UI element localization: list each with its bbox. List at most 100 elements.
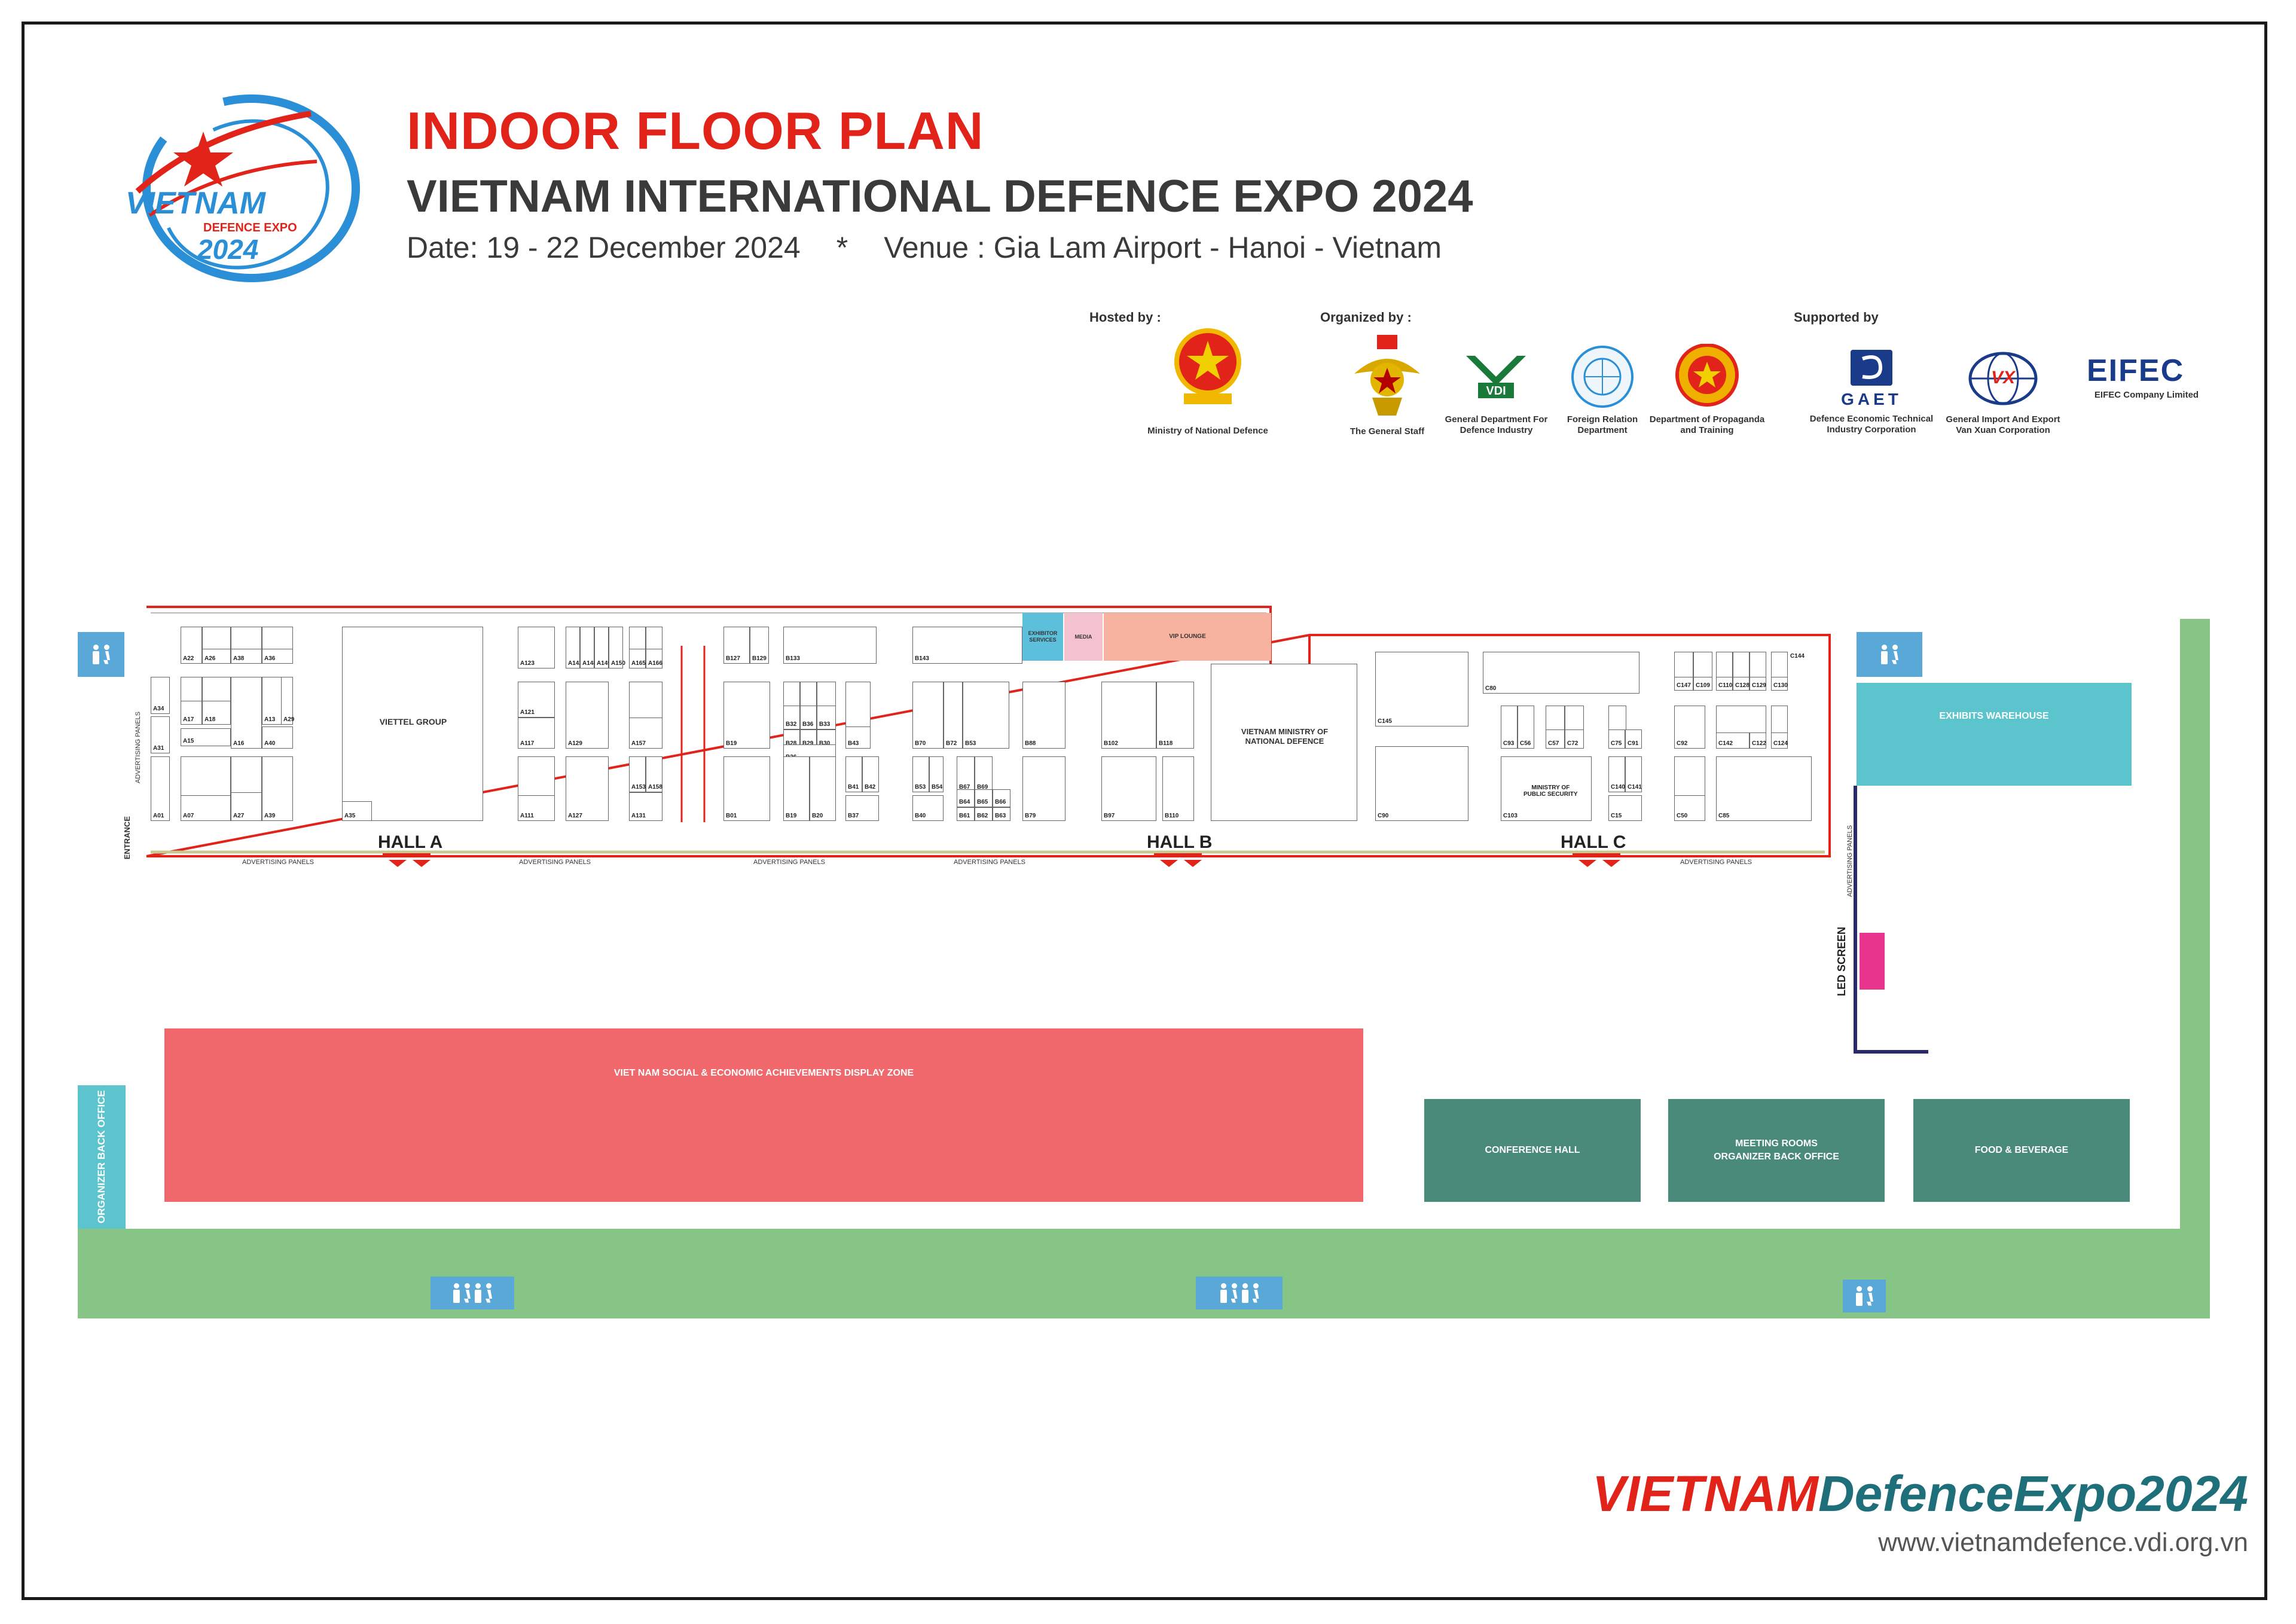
booth-label: C57 — [1548, 740, 1559, 747]
restroom-icon — [430, 1277, 514, 1309]
green-walkway-bottom — [78, 1229, 2210, 1318]
vdi-logo-icon: VDI — [1466, 356, 1526, 398]
booth-c145 — [1375, 652, 1468, 726]
male-icon — [1241, 1283, 1248, 1304]
sponsor-vanxuan: VX General Import And Export Van Xuan Co… — [1937, 350, 2069, 442]
booth-a166 — [646, 649, 662, 668]
booth-b41 — [845, 756, 862, 792]
booth-label: C145 — [1378, 718, 1392, 725]
booth-b19 — [783, 756, 810, 821]
booth-label: C50 — [1677, 813, 1688, 819]
booth-label: B20 — [812, 813, 823, 819]
conference-hall: CONFERENCE HALL — [1424, 1099, 1641, 1202]
booth-c85 — [1716, 756, 1812, 821]
female-icon — [103, 644, 110, 665]
booth-label: A150 — [611, 660, 625, 667]
booth-label: C144 — [1790, 653, 1805, 660]
booth-a131 — [629, 792, 662, 821]
booth-label: B97 — [1104, 813, 1115, 819]
booth-c103 — [1501, 756, 1592, 821]
footer-url: www.vietnamdefence.vdi.org.vn — [1878, 1528, 2248, 1557]
booth-a150 — [609, 627, 623, 668]
ministry-nd-label: VIETNAM MINISTRY OF NATIONAL DEFENCE — [1241, 727, 1329, 746]
booth-b01 — [723, 756, 770, 821]
male-icon — [1855, 1286, 1863, 1306]
booth-a153 — [629, 756, 646, 792]
booth-label: B127 — [726, 655, 740, 662]
booth-b63 — [993, 807, 1010, 821]
booth-label: A36 — [264, 655, 276, 662]
meeting-rooms: MEETING ROOMS ORGANIZER BACK OFFICE — [1668, 1099, 1885, 1202]
booth-label: C130 — [1773, 682, 1788, 689]
logo-year: 2024 — [197, 234, 259, 265]
booth-label: A27 — [233, 813, 245, 819]
booth-label: C92 — [1677, 740, 1688, 747]
led-screen-label: LED SCREEN — [1836, 927, 1848, 997]
booth-label: A16 — [233, 740, 245, 747]
booth-a40 — [262, 726, 293, 749]
booth-b53 — [912, 756, 929, 792]
booth-label: B72 — [946, 740, 957, 747]
supported-label: Supported by — [1794, 310, 1879, 325]
advertising-panels-3: ADVERTISING PANELS — [753, 859, 826, 866]
booth-a157 — [629, 718, 662, 749]
female-icon — [1231, 1283, 1238, 1304]
army-emblem-icon — [1354, 335, 1420, 416]
sponsor-ministry-nd: Ministry of National Defence — [1142, 323, 1274, 442]
foreign-relation-seal-icon — [1571, 346, 1634, 408]
booth-c130 — [1771, 677, 1788, 691]
booth-a165 — [629, 649, 646, 668]
booth-label: B65 — [977, 799, 988, 805]
booth-label: B64 — [959, 799, 970, 805]
booth-label: A18 — [204, 716, 216, 723]
booth-a121 — [518, 682, 555, 718]
booth-label: A26 — [204, 655, 216, 662]
organized-label: Organized by : — [1320, 310, 1412, 325]
male-icon — [1880, 644, 1888, 665]
booth-a07 — [181, 795, 231, 821]
booth-b37 — [845, 795, 879, 821]
booth-b19 — [723, 682, 770, 749]
restroom-icon — [1843, 1280, 1886, 1312]
booth-label: A111 — [520, 813, 534, 819]
booth-c147 — [1674, 677, 1693, 691]
booth-label: A148 — [582, 660, 597, 667]
male-icon — [453, 1283, 460, 1304]
footer-brand: VIETNAMDefenceExpo2024 — [1592, 1465, 2248, 1523]
booth-label: A142 — [568, 660, 582, 667]
booth-label: C109 — [1696, 682, 1710, 689]
booth-b79 — [1022, 756, 1065, 821]
booth-c56 — [1518, 706, 1534, 749]
booth-c129 — [1750, 677, 1766, 691]
booth-b61 — [957, 807, 975, 821]
booth-a22 — [181, 627, 202, 664]
female-icon — [485, 1283, 492, 1304]
booth-c80 — [1483, 652, 1639, 694]
footer-brand-red: VIETNAM — [1592, 1466, 1818, 1522]
logo-sub: DEFENCE EXPO — [203, 221, 297, 234]
booth-b42 — [862, 756, 879, 792]
booth-label: B19 — [726, 740, 737, 747]
exhibitor-services: EXHIBITOR SERVICES — [1022, 613, 1063, 661]
booth-b102 — [1101, 682, 1156, 749]
booth-label: A166 — [648, 660, 662, 667]
booth-label: A165 — [631, 660, 646, 667]
booth-b133 — [783, 627, 877, 664]
female-icon — [463, 1283, 471, 1304]
booth-b53 — [963, 682, 1009, 749]
booth-b40 — [912, 795, 944, 821]
booth-c110 — [1716, 677, 1733, 691]
booth-c142 — [1716, 732, 1750, 749]
advertising-panels-4: ADVERTISING PANELS — [954, 859, 1026, 866]
booth-label: B67 — [959, 784, 970, 790]
led-wall — [1854, 786, 1857, 1054]
booth-label: A149 — [597, 660, 611, 667]
sponsor-foreign-relation: Foreign Relation Department — [1555, 344, 1650, 439]
booth-label: B143 — [915, 655, 929, 662]
exhibits-warehouse: EXHIBITS WAREHOUSE — [1857, 683, 2132, 786]
booth-label: B62 — [977, 813, 988, 819]
booth-label: A01 — [153, 813, 164, 819]
sponsor-caption: Defence Economic Technical Industry Corp… — [1809, 414, 1934, 435]
booth-a36 — [262, 649, 293, 664]
booth-a26 — [202, 649, 231, 664]
